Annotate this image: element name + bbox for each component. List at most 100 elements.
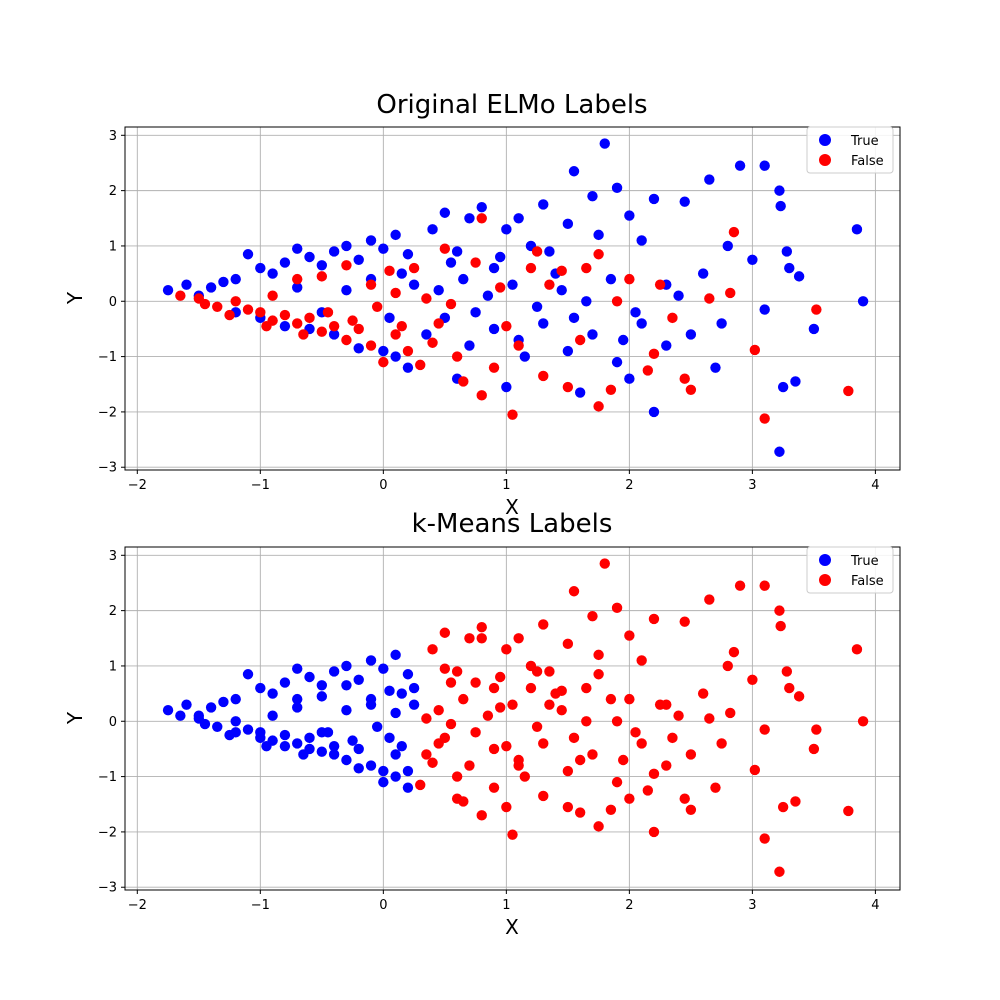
- elmo-point-false: [304, 312, 315, 324]
- kmeans-y-tick-label: −1: [98, 770, 117, 785]
- elmo-point-false: [667, 312, 678, 324]
- elmo-point-false: [458, 376, 469, 387]
- kmeans-point-false: [531, 666, 543, 677]
- elmo-point-false: [811, 304, 822, 315]
- elmo-point-false: [593, 401, 604, 412]
- kmeans-point-true: [390, 649, 401, 661]
- elmo-point-false: [749, 344, 761, 356]
- kmeans-point-false: [775, 620, 786, 632]
- elmo-point-false: [255, 307, 266, 318]
- elmo-point-true: [304, 251, 315, 263]
- kmeans-point-true: [279, 740, 291, 752]
- elmo-point-true: [605, 273, 617, 285]
- kmeans-point-true: [279, 729, 291, 741]
- elmo-point-true: [568, 312, 580, 324]
- elmo-point-false: [507, 409, 518, 420]
- elmo-point-true: [267, 268, 278, 279]
- elmo-point-true: [618, 334, 629, 346]
- kmeans-point-false: [568, 586, 580, 597]
- kmeans-x-tick-label: −2: [128, 898, 147, 913]
- elmo-point-true: [704, 174, 715, 185]
- kmeans-point-true: [402, 782, 414, 793]
- elmo-point-true: [390, 351, 401, 362]
- elmo-point-false: [230, 296, 241, 307]
- kmeans-point-false: [749, 764, 761, 776]
- kmeans-point-true: [279, 677, 291, 688]
- elmo-point-false: [292, 273, 303, 285]
- elmo-point-true: [777, 381, 789, 393]
- kmeans-point-false: [857, 716, 869, 727]
- kmeans-point-false: [774, 866, 785, 877]
- elmo-point-false: [759, 413, 770, 424]
- kmeans-point-false: [630, 727, 641, 738]
- elmo-point-true: [568, 166, 580, 177]
- elmo-point-false: [451, 351, 463, 362]
- kmeans-point-false: [593, 649, 604, 661]
- elmo-point-false: [704, 293, 715, 304]
- kmeans-point-false: [525, 682, 537, 694]
- elmo-point-true: [581, 296, 592, 307]
- kmeans-scatter-points: [162, 558, 869, 877]
- kmeans-point-true: [181, 699, 192, 710]
- kmeans-point-true: [218, 696, 229, 708]
- kmeans-point-true: [328, 749, 340, 760]
- kmeans-point-true: [242, 724, 254, 735]
- elmo-point-true: [464, 213, 475, 224]
- elmo-point-true: [587, 329, 598, 340]
- elmo-point-true: [292, 243, 303, 254]
- kmeans-point-false: [421, 713, 432, 724]
- kmeans-legend-false-label: False: [851, 574, 884, 589]
- elmo-point-false: [267, 290, 278, 301]
- elmo-point-true: [421, 329, 432, 340]
- elmo-point-true: [365, 235, 377, 246]
- elmo-point-true: [673, 290, 684, 301]
- elmo-point-true: [279, 257, 291, 268]
- elmo-point-true: [501, 381, 512, 393]
- elmo-point-false: [199, 298, 211, 310]
- elmo-point-false: [501, 320, 512, 332]
- kmeans-y-tick-label: 3: [109, 549, 117, 564]
- kmeans-y-axis-label: Y: [63, 711, 87, 725]
- kmeans-legend-true-marker: [819, 554, 831, 566]
- elmo-x-axis-label: X: [505, 495, 519, 519]
- kmeans-point-false: [544, 666, 555, 677]
- kmeans-point-true: [402, 669, 414, 680]
- kmeans-point-false: [784, 682, 795, 694]
- kmeans-point-false: [759, 833, 770, 844]
- kmeans-point-false: [421, 749, 432, 760]
- kmeans-point-false: [427, 757, 438, 768]
- kmeans-point-false: [636, 738, 647, 749]
- kmeans-chart-title: k-Means Labels: [412, 509, 613, 539]
- kmeans-point-false: [562, 638, 574, 650]
- kmeans-point-true: [292, 693, 303, 705]
- elmo-x-tick-label: −1: [251, 478, 270, 493]
- kmeans-point-false: [476, 622, 487, 633]
- kmeans-x-axis-label: X: [505, 915, 519, 939]
- elmo-point-true: [378, 243, 389, 254]
- elmo-point-true: [501, 224, 512, 235]
- kmeans-point-false: [624, 693, 635, 705]
- kmeans-point-true: [396, 688, 407, 699]
- kmeans-point-false: [488, 743, 500, 755]
- elmo-point-false: [175, 290, 186, 301]
- elmo-plot-frame: [124, 126, 901, 471]
- elmo-y-tick-label: −3: [98, 461, 117, 476]
- kmeans-point-false: [811, 724, 822, 735]
- elmo-point-true: [396, 268, 407, 279]
- kmeans-point-false: [415, 779, 426, 791]
- elmo-point-true: [661, 340, 672, 351]
- elmo-point-true: [775, 200, 786, 212]
- kmeans-point-true: [261, 740, 272, 752]
- elmo-point-true: [648, 406, 660, 418]
- elmo-point-false: [648, 348, 660, 360]
- kmeans-point-false: [654, 699, 666, 710]
- kmeans-point-true: [328, 740, 340, 752]
- elmo-point-true: [292, 282, 303, 293]
- kmeans-point-true: [292, 738, 303, 749]
- elmo-point-false: [415, 359, 426, 371]
- kmeans-axis-ticks: −2 −1 0 1 2 3 4 −3 −2 −1 0 1 2 3: [98, 549, 880, 913]
- elmo-point-false: [445, 298, 457, 310]
- kmeans-point-false: [488, 782, 500, 793]
- elmo-point-true: [562, 218, 574, 230]
- elmo-point-true: [611, 182, 623, 194]
